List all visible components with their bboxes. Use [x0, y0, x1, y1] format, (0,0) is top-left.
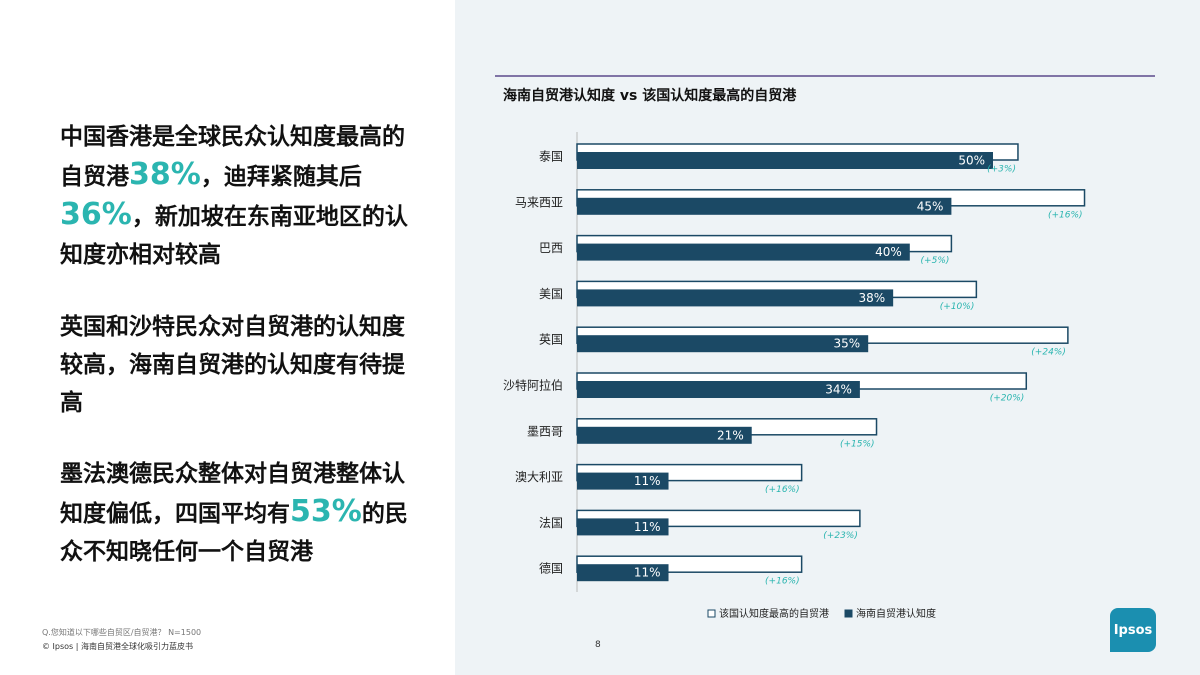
bar [577, 289, 894, 307]
value-label: 38% [858, 291, 885, 305]
category-label: 法国 [539, 516, 563, 530]
bar [577, 152, 993, 169]
category-label: 巴西 [539, 241, 563, 255]
chart-title: 海南自贸港认知度 vs 该国认知度最高的自贸港 [503, 87, 797, 104]
value-label: 40% [875, 245, 902, 259]
text-segment: 墨法澳德民众整体对自贸港整体认知度偏低，四国平均有 [60, 461, 405, 527]
legend-swatch [707, 609, 716, 618]
difference-label: (+3%) [987, 165, 1016, 175]
bar [577, 335, 869, 353]
value-label: 34% [825, 383, 852, 397]
left-panel: 中国香港是全球民众认知度最高的自贸港38%，迪拜紧随其后 36%，新加坡在东南亚地… [0, 0, 455, 675]
value-label: 21% [717, 428, 744, 442]
text-segment: ，迪拜紧随其后 [200, 164, 362, 190]
bar [577, 564, 669, 582]
highlight-number: 36% [60, 197, 132, 232]
category-label: 德国 [539, 561, 563, 576]
bar [577, 518, 669, 536]
source-note: © Ipsos | 海南自贸港全球化吸引力蓝皮书 [42, 642, 193, 651]
bar [577, 381, 860, 398]
value-label: 50% [958, 154, 985, 168]
difference-label: (+23%) [823, 531, 858, 541]
text-segment: 英国和沙特民众对自贸港的认知度较高，海南自贸港的认知度有待提高 [60, 314, 405, 416]
highlight-number: 53% [290, 494, 362, 529]
difference-label: (+5%) [921, 256, 950, 266]
category-label: 英国 [539, 333, 563, 347]
logo: Ipsos [1110, 608, 1156, 652]
value-label: 45% [917, 199, 944, 213]
bar [577, 197, 952, 215]
category-label: 马来西亚 [515, 195, 563, 209]
bar [577, 426, 752, 444]
difference-label: (+24%) [1031, 348, 1066, 358]
legend-label: 海南自贸港认知度 [856, 607, 936, 620]
page-number: 8 [595, 640, 601, 650]
value-label: 11% [634, 566, 661, 580]
value-label: 11% [634, 520, 661, 534]
category-label: 泰国 [539, 150, 563, 164]
text-segment: 中国香港是全球民众认知度最高的自贸港 [60, 124, 405, 190]
legend-swatch [844, 609, 853, 618]
paragraph: 墨法澳德民众整体对自贸港整体认知度偏低，四国平均有53%的民众不知晓任何一个自贸… [60, 455, 420, 571]
difference-label: (+16%) [765, 577, 800, 587]
paragraph: 英国和沙特民众对自贸港的认知度较高，海南自贸港的认知度有待提高 [60, 308, 420, 422]
paragraph: 中国香港是全球民众认知度最高的自贸港38%，迪拜紧随其后 36%，新加坡在东南亚地… [60, 118, 420, 274]
category-label: 墨西哥 [527, 424, 563, 438]
value-label: 35% [834, 337, 861, 351]
category-label: 沙特阿拉伯 [503, 378, 563, 393]
text-segment: ，新加坡在东南亚地区的认知度亦相对较高 [60, 204, 408, 268]
difference-label: (+16%) [1048, 210, 1083, 220]
difference-label: (+10%) [940, 302, 975, 312]
category-label: 澳大利亚 [515, 470, 563, 484]
difference-label: (+16%) [765, 485, 800, 495]
value-label: 11% [634, 474, 661, 488]
bar [577, 472, 669, 490]
highlight-number: 38% [129, 157, 201, 192]
difference-label: (+20%) [990, 394, 1025, 404]
difference-label: (+15%) [840, 439, 875, 449]
text-segment: 的民众不知晓任何一个自贸港 [60, 501, 408, 565]
category-label: 美国 [539, 287, 563, 301]
legend-label: 该国认知度最高的自贸港 [719, 607, 829, 620]
bar [577, 243, 910, 261]
question-note: Q.您知道以下哪些自贸区/自贸港？ N=1500 [42, 628, 202, 637]
